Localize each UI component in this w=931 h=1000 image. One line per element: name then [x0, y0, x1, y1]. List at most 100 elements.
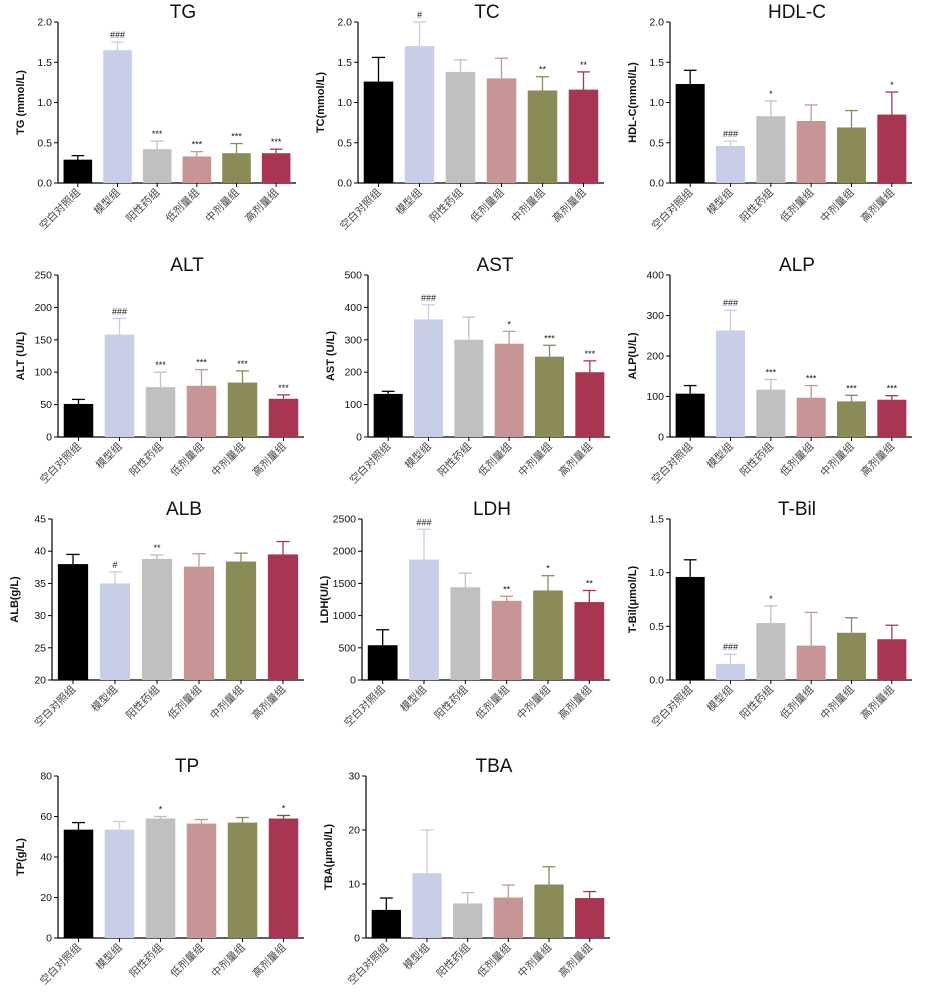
bar-tg-4 [222, 153, 251, 183]
x-category-label: 空白对照组 [649, 186, 696, 233]
bar-tp-3 [186, 823, 217, 938]
chart-title: ALT [170, 255, 204, 276]
significance-label: ** [503, 584, 511, 594]
y-axis-label: ALT (U/L) [15, 331, 27, 380]
bar-tc-3 [486, 78, 517, 183]
bar-ast-1 [413, 319, 444, 437]
x-category-label: 低剂量组 [473, 683, 512, 722]
y-tick-label: 20 [40, 892, 52, 904]
x-category-label: 模型组 [704, 186, 736, 218]
y-tick-label: 45 [34, 514, 46, 526]
x-category-label: 模型组 [93, 941, 125, 973]
bar-tc-4 [527, 90, 558, 183]
y-tick-label: 80 [40, 771, 52, 783]
y-tick-label: 100 [646, 391, 664, 403]
bar-alp-4 [836, 401, 867, 437]
bar-tg-1 [103, 50, 132, 183]
y-tick-label: 40 [34, 546, 46, 558]
significance-label: ** [539, 65, 547, 75]
y-tick-label: 10 [348, 879, 360, 891]
y-tick-label: 200 [646, 351, 664, 363]
chart-ast: AST AST (U/L) 0 100 200 300 400 500 空白对照组 ### 模型组阳… [325, 255, 610, 486]
x-category-label: 中剂量组 [515, 941, 554, 980]
y-axis-label: TBA(μmol/L) [323, 824, 335, 890]
y-tick-label: 0.5 [337, 137, 352, 149]
x-category-label: 中剂量组 [207, 683, 246, 722]
x-category-label: 中剂量组 [818, 683, 857, 722]
y-tick-label: 1.0 [649, 97, 664, 109]
y-tick-label: 200 [344, 367, 362, 379]
y-tick-label: 1.5 [649, 57, 664, 69]
y-tick-label: 1500 [333, 578, 357, 590]
y-tick-label: 0.5 [649, 621, 664, 633]
bar-alb-0 [57, 564, 89, 680]
y-tick-label: 2500 [333, 514, 357, 526]
chart-tp: TP TP(g/L) 0 20 40 60 80 空白对照组 模型组 * 阳性药组 低剂量组 中剂量组 *… [15, 756, 304, 987]
x-category-label: 阳性药组 [434, 941, 473, 980]
x-category-label: 空白对照组 [341, 683, 388, 730]
significance-label: # [417, 10, 422, 20]
chart-title: TC [474, 2, 499, 23]
y-tick-label: 100 [34, 367, 52, 379]
y-tick-label: 1.5 [337, 57, 352, 69]
x-category-label: 模型组 [393, 186, 425, 218]
y-tick-label: 1.0 [337, 97, 352, 109]
chart-title: AST [477, 255, 514, 276]
significance-label: ### [723, 298, 738, 308]
y-tick-label: 500 [344, 270, 362, 282]
significance-label: * [282, 803, 286, 813]
chart-tc: TC TC(mmol/L) 0.0 0.5 1.0 1.5 2.0 空白对照组 # 模型组 阳性药组… [315, 2, 604, 232]
bar-tba-5 [575, 898, 605, 938]
y-tick-label: 50 [40, 399, 52, 411]
bar-ldh-4 [533, 590, 563, 680]
bar-alb-2 [141, 558, 173, 680]
y-axis-label: LDH(U/L) [319, 575, 331, 623]
bar-t-bil-0 [675, 576, 705, 680]
significance-label: * [769, 594, 773, 604]
y-tick-label: 0.0 [649, 178, 664, 190]
y-tick-label: 0.5 [649, 137, 664, 149]
y-tick-label: 500 [338, 642, 356, 654]
y-tick-label: 100 [344, 399, 362, 411]
bar-tba-4 [534, 884, 564, 938]
significance-label: ** [580, 60, 588, 70]
significance-label: *** [192, 140, 203, 150]
chart-tg: TG TG (mmol/L) 0.0 0.5 1.0 1.5 2.0 空白对照组 ### 模型组 *… [15, 2, 296, 232]
significance-label: *** [544, 333, 555, 343]
x-category-label: 低剂量组 [475, 941, 514, 980]
y-tick-label: 2.0 [37, 17, 52, 29]
bar-tc-5 [568, 89, 599, 183]
x-category-label: 高剂量组 [250, 440, 289, 479]
significance-label: *** [585, 349, 596, 359]
y-tick-label: 0 [46, 432, 52, 444]
significance-label: ### [110, 30, 125, 40]
x-category-label: 模型组 [398, 683, 430, 715]
x-category-label: 模型组 [401, 941, 433, 973]
significance-label: *** [278, 383, 289, 393]
x-category-label: 阳性药组 [123, 186, 162, 225]
significance-label: ** [153, 543, 161, 553]
bar-tg-2 [142, 149, 172, 183]
significance-label: *** [196, 358, 207, 368]
y-tick-label: 0 [354, 933, 360, 945]
significance-label: *** [806, 374, 817, 384]
bar-ldh-1 [409, 559, 439, 680]
x-category-label: 空白对照组 [345, 941, 392, 988]
y-tick-label: 0 [658, 432, 664, 444]
bar-t-bil-1 [715, 663, 746, 680]
significance-label: *** [846, 383, 857, 393]
y-tick-label: 0 [350, 675, 356, 687]
x-category-label: 阳性药组 [737, 440, 776, 479]
chart-title: ALB [166, 499, 202, 520]
chart-title: ALP [779, 255, 815, 276]
bar-ldh-3 [491, 600, 522, 680]
x-category-label: 低剂量组 [468, 186, 507, 225]
x-category-label: 中剂量组 [209, 440, 248, 479]
bar-alp-1 [715, 330, 746, 437]
x-category-label: 高剂量组 [556, 941, 595, 980]
y-tick-label: 20 [34, 675, 46, 687]
x-category-label: 低剂量组 [475, 440, 514, 479]
bar-hdl-c-2 [756, 116, 786, 183]
chart-ldh: LDH LDH(U/L) 0 500 1000 1500 2000 2500 空白对照组 ### 模… [319, 499, 610, 729]
x-category-label: 中剂量组 [209, 941, 248, 980]
